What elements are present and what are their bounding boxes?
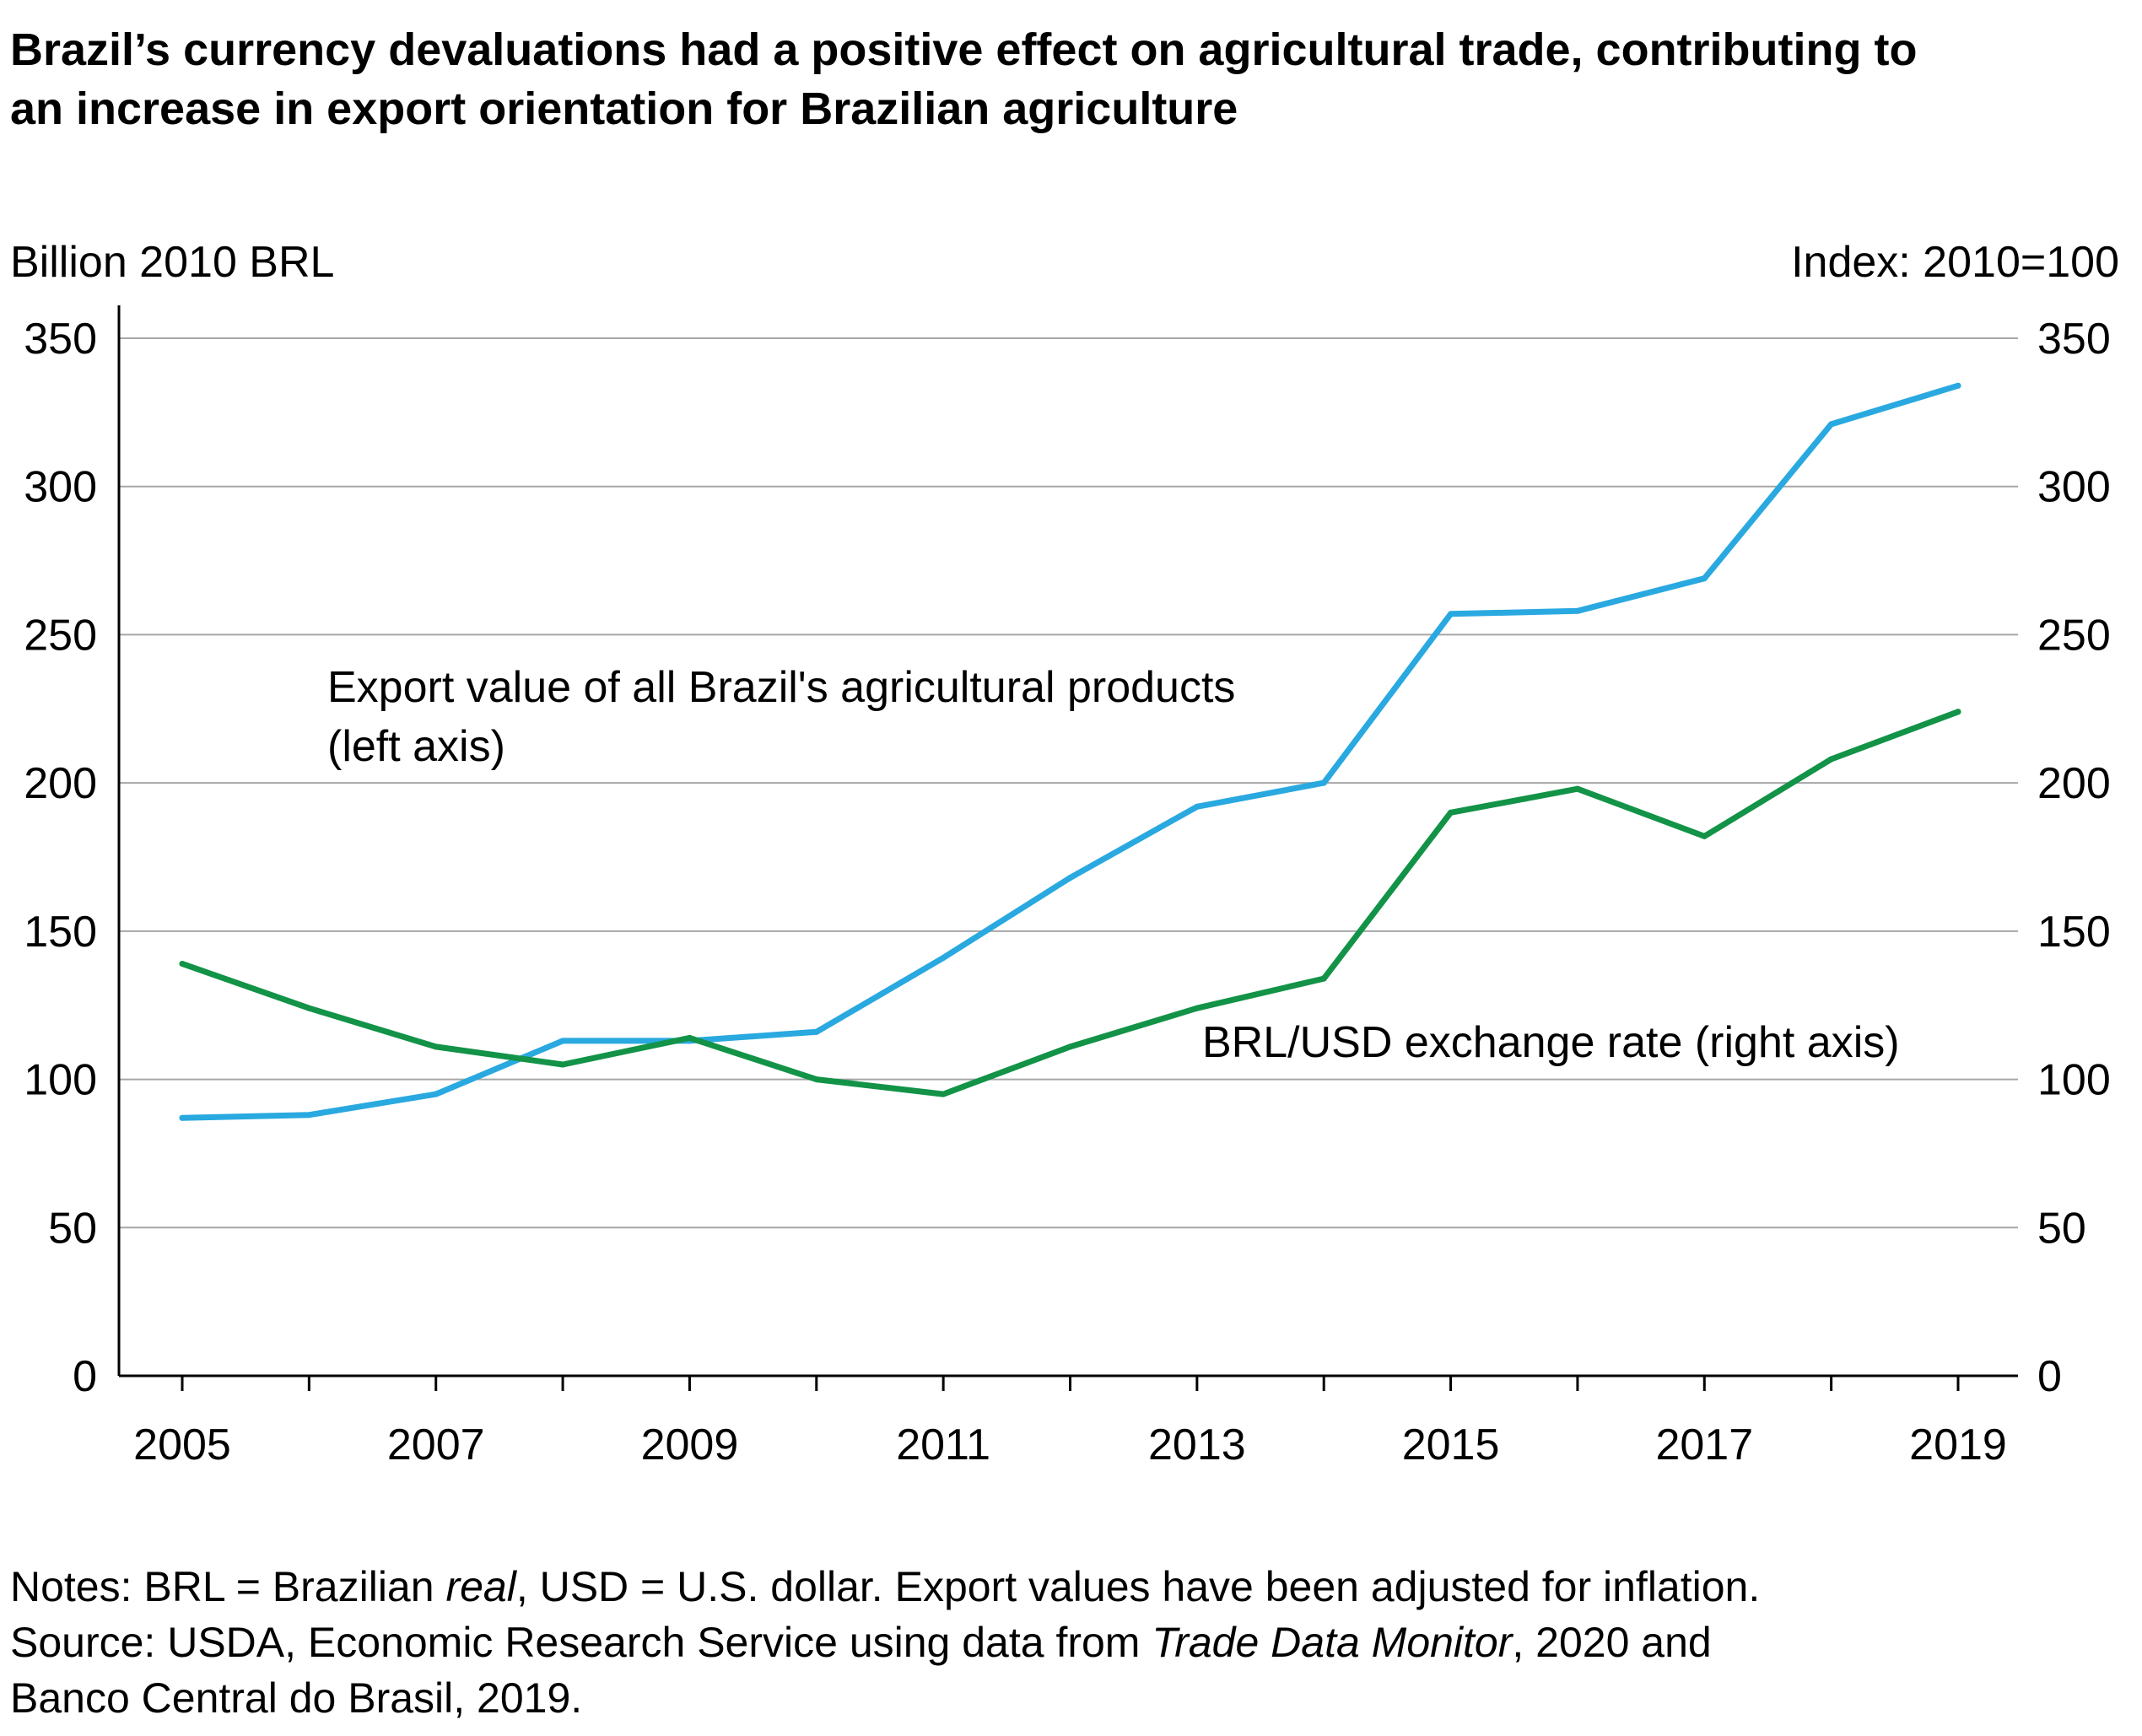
- chart-title: Brazil’s currency devaluations had a pos…: [10, 20, 2119, 138]
- exchange-rate-point: [686, 1034, 693, 1041]
- x-tick-label: 2017: [1655, 1421, 1753, 1469]
- source-text-2: , 2020 and: [1512, 1619, 1712, 1666]
- x-tick-label: 2015: [1402, 1421, 1500, 1469]
- left-y-tick-label: 50: [48, 1204, 97, 1253]
- export-value-point: [179, 1114, 186, 1121]
- export-value-point: [1574, 607, 1581, 614]
- left-y-tick-label: 300: [24, 463, 97, 512]
- left-y-tick-label: 250: [24, 611, 97, 660]
- export-value-point: [1828, 421, 1835, 428]
- export-value-point: [1067, 875, 1073, 881]
- export-series-label: Export value of all Brazil's agricultura…: [327, 663, 1248, 771]
- export-series-label-line-1: Export value of all Brazil's agricultura…: [327, 663, 1235, 712]
- right-y-tick-label: 300: [2037, 463, 2111, 512]
- left-y-tick-label: 150: [24, 908, 97, 957]
- export-value-point: [305, 1112, 312, 1119]
- export-value-point: [1194, 803, 1200, 810]
- x-tick-label: 2005: [133, 1421, 231, 1469]
- left-y-tick-label: 0: [73, 1352, 97, 1401]
- left-y-tick-label: 350: [24, 315, 97, 364]
- notes-block: Notes: BRL = Brazilian real, USD = U.S. …: [10, 1559, 2119, 1726]
- exchange-rate-point: [1194, 1005, 1200, 1011]
- notes-text-1: Notes: BRL = Brazilian: [10, 1563, 446, 1610]
- exchange-rate-point: [559, 1061, 566, 1068]
- export-value-point: [433, 1091, 440, 1097]
- right-y-tick-label: 50: [2037, 1204, 2086, 1253]
- chart-title-line-1: Brazil’s currency devaluations had a pos…: [10, 24, 1918, 75]
- right-y-tick-label: 250: [2037, 611, 2111, 660]
- export-value-point: [1320, 779, 1327, 786]
- gridlines: [119, 337, 2018, 1229]
- series: [179, 382, 1961, 1121]
- right-y-tick-label: 0: [2037, 1352, 2062, 1401]
- ticks: 0 0 50 50 100 100 150 150 200 200 250 250 300 300 350 3…: [24, 315, 2111, 1469]
- export-series-label-line-2: (left axis): [327, 722, 505, 771]
- export-value-point: [813, 1028, 820, 1035]
- export-value-point: [940, 954, 947, 961]
- x-tick-label: 2007: [387, 1421, 485, 1469]
- notes-italic-real: real: [445, 1563, 516, 1610]
- export-value-point: [1448, 611, 1454, 617]
- left-axis-label: Billion 2010 BRL: [10, 238, 334, 287]
- exchange-rate-point: [813, 1076, 820, 1083]
- exchange-rate-point: [940, 1091, 947, 1097]
- source-line: Source: USDA, Economic Research Service …: [10, 1615, 2119, 1670]
- export-value-point: [559, 1038, 566, 1044]
- exchange-rate-point: [305, 1005, 312, 1011]
- exchange-rate-point: [1574, 785, 1581, 792]
- right-y-tick-label: 200: [2037, 759, 2111, 808]
- notes-text-2: , USD = U.S. dollar. Export values have …: [515, 1563, 1761, 1610]
- exchange-rate-point: [1955, 709, 1961, 715]
- source-text-1: Source: USDA, Economic Research Service …: [10, 1619, 1152, 1666]
- x-tick-label: 2019: [1909, 1421, 2007, 1469]
- exchange-rate-point: [1067, 1043, 1073, 1050]
- exchange-rate-point: [1701, 833, 1708, 839]
- exchange-rate-point: [1320, 975, 1327, 982]
- x-tick-label: 2013: [1148, 1421, 1246, 1469]
- exchange-rate-point: [1828, 756, 1835, 763]
- notes-line: Notes: BRL = Brazilian real, USD = U.S. …: [10, 1559, 2119, 1615]
- exchange-rate-series-label: BRL/USD exchange rate (right axis): [1202, 1018, 1900, 1067]
- left-y-tick-label: 100: [24, 1056, 97, 1105]
- x-tick-label: 2009: [641, 1421, 739, 1469]
- right-y-tick-label: 150: [2037, 908, 2111, 957]
- exchange-rate-point: [1448, 809, 1454, 816]
- source-line-2: Banco Central do Brasil, 2019.: [10, 1674, 583, 1722]
- export-value-point: [1701, 575, 1708, 582]
- right-y-tick-label: 350: [2037, 315, 2111, 364]
- source-italic-tdm: Trade Data Monitor: [1152, 1619, 1513, 1666]
- x-tick-label: 2011: [896, 1421, 990, 1469]
- axes: [117, 305, 2018, 1377]
- right-axis-label: Index: 2010=100: [1791, 238, 2119, 287]
- chart-title-line-2: an increase in export orientation for Br…: [10, 84, 1238, 134]
- right-y-tick-label: 100: [2037, 1056, 2111, 1105]
- export-value-point: [1955, 382, 1961, 389]
- exchange-rate-point: [433, 1043, 440, 1050]
- exchange-rate-point: [179, 961, 186, 968]
- left-y-tick-label: 200: [24, 759, 97, 808]
